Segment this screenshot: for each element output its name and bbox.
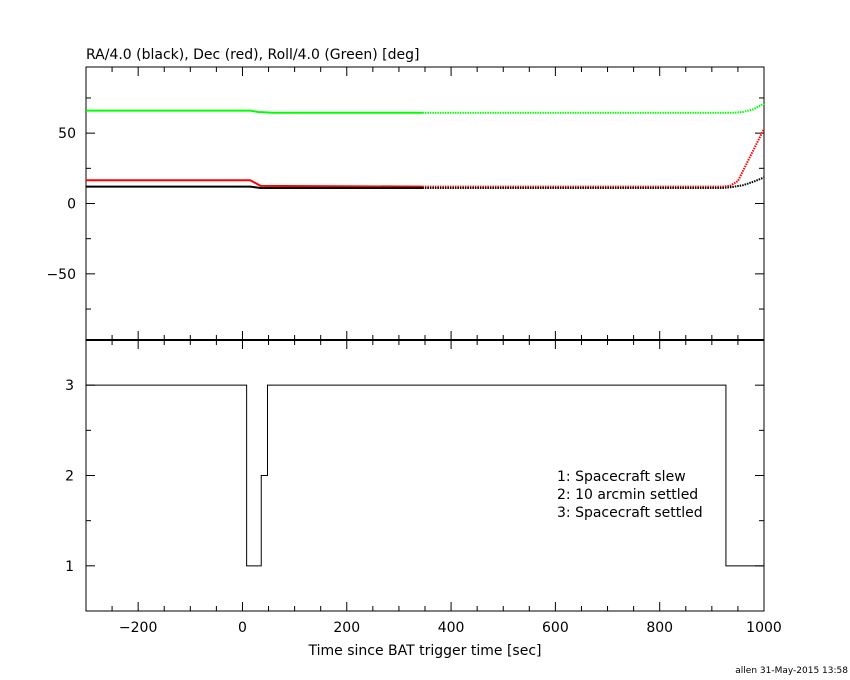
bottom-panel-series: [86, 384, 764, 567]
legend-item-3: 3: Spacecraft settled: [557, 505, 703, 521]
y-tick-label: 1: [65, 559, 74, 575]
top-panel-ticks: 50 0 −50: [46, 67, 765, 340]
x-tick-label: 400: [438, 620, 465, 636]
settle-status-line: [86, 384, 764, 567]
y-tick-label: 0: [67, 197, 76, 213]
x-tick-label: 1000: [746, 620, 782, 636]
ra-series-line-dotted: [422, 176, 765, 190]
roll-series-line-dotted: [422, 102, 765, 114]
legend: 1: Spacecraft slew 2: 10 arcmin settled …: [557, 469, 703, 521]
y-tick-label: 50: [58, 126, 76, 142]
x-tick-label: 800: [646, 620, 673, 636]
y-tick-label: −50: [46, 267, 76, 283]
ra-series-line: [86, 185, 423, 190]
x-tick-label: 0: [238, 620, 247, 636]
roll-series-line: [86, 109, 423, 114]
y-tick-label: 3: [65, 378, 74, 394]
x-tick-label: −200: [119, 620, 157, 636]
top-panel-series: [86, 102, 765, 190]
legend-item-1: 1: Spacecraft slew: [557, 469, 686, 485]
legend-item-2: 2: 10 arcmin settled: [557, 487, 698, 503]
y-tick-label: 2: [65, 469, 74, 485]
top-panel-title: RA/4.0 (black), Dec (red), Roll/4.0 (Gre…: [86, 47, 419, 63]
dec-series-line: [86, 179, 423, 188]
footer-stamp: allen 31-May-2015 13:58: [735, 666, 848, 676]
bottom-panel-ticks: −200 0 200 400 600 800 1000 3 2 1: [65, 340, 782, 636]
x-axis-label: Time since BAT trigger time [sec]: [308, 643, 542, 659]
top-panel-frame: [85, 66, 765, 341]
x-tick-label: 600: [542, 620, 569, 636]
x-tick-label: 200: [333, 620, 360, 636]
dec-series-line-dotted: [422, 128, 765, 188]
